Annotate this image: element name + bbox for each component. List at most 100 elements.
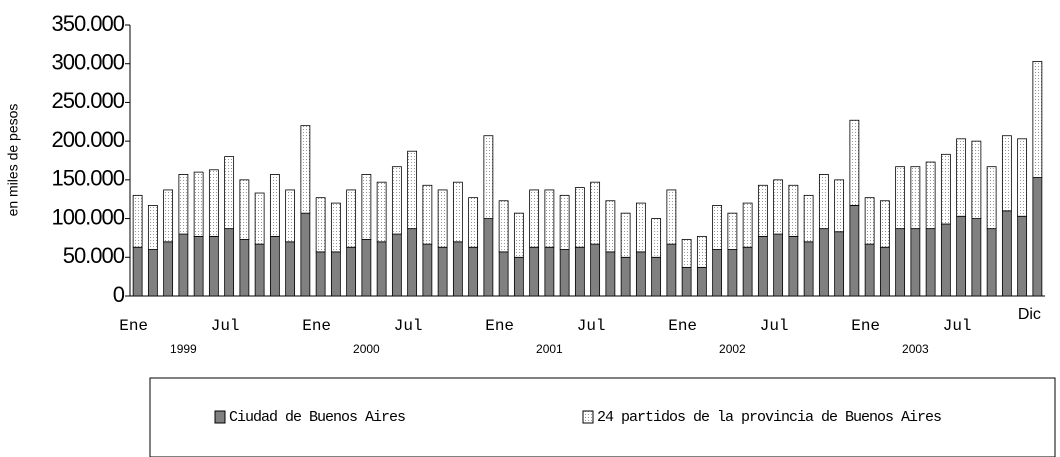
bar-segment	[910, 228, 921, 297]
bar-segment	[163, 189, 174, 243]
bar-segment	[788, 184, 799, 237]
bar-segment	[300, 212, 311, 297]
x-tick-label: Jul	[211, 317, 240, 335]
bar-segment	[574, 187, 585, 248]
bar-segment	[834, 231, 845, 297]
bar-segment	[712, 205, 723, 250]
bar-segment	[940, 153, 951, 225]
bar-segment	[879, 200, 890, 248]
bar-segment	[1001, 210, 1012, 297]
legend-swatch	[582, 410, 594, 424]
x-tick-label: Jul	[577, 317, 606, 335]
bar-segment	[391, 233, 402, 297]
bar-segment	[193, 171, 204, 237]
bar-segment	[239, 239, 250, 297]
bar-segment	[315, 197, 326, 253]
x-tick-label: Ene	[851, 317, 880, 335]
x-tick-label: Jul	[760, 317, 789, 335]
bar-segment	[773, 233, 784, 297]
bar-segment	[422, 184, 433, 245]
y-tick-label: 200.000	[51, 127, 124, 152]
bar-segment	[879, 246, 890, 297]
bar-segment	[193, 235, 204, 297]
bar-segment	[529, 246, 540, 297]
bar-segment	[132, 194, 143, 248]
bar-segment	[330, 251, 341, 297]
bar-segment	[681, 239, 692, 268]
bar-segment	[224, 228, 235, 297]
bar-segment	[1017, 215, 1028, 297]
year-label: 2001	[536, 342, 563, 356]
bar-segment	[971, 140, 982, 219]
bar-segment	[285, 241, 296, 297]
bar-segment	[132, 246, 143, 297]
x-tick-label: Ene	[302, 317, 331, 335]
x-tick-label: Ene	[119, 317, 148, 335]
bar-segment	[437, 189, 448, 248]
bar-segment	[163, 241, 174, 297]
bar-segment	[696, 235, 707, 268]
bar-segment	[666, 189, 677, 245]
bar-segment	[147, 205, 158, 250]
bar-segment	[895, 228, 906, 297]
bar-segment	[269, 235, 280, 297]
bar-segment	[895, 166, 906, 230]
bar-segment	[803, 194, 814, 243]
legend-swatch	[214, 410, 226, 424]
bar-segment	[147, 249, 158, 297]
bar-segment	[529, 189, 540, 248]
bar-segment	[712, 249, 723, 297]
y-tick-label: 250.000	[51, 88, 124, 113]
bar-segment	[1017, 138, 1028, 217]
y-tick-label: 350.000	[51, 11, 124, 36]
bar-segment	[254, 243, 265, 297]
year-label: 2002	[719, 342, 746, 356]
bar-segment	[727, 212, 738, 250]
bar-segment	[559, 194, 570, 250]
bar-segment	[346, 246, 357, 297]
y-tick-label: 150.000	[51, 166, 124, 191]
bar-segment	[483, 135, 494, 219]
bar-segment	[315, 251, 326, 297]
bar-segment	[544, 246, 555, 297]
y-tick-label: 50.000	[63, 243, 125, 268]
year-label: 2000	[353, 342, 380, 356]
bar-segment	[651, 218, 662, 258]
bar-segment	[605, 200, 616, 253]
bar-segment	[391, 166, 402, 235]
bar-segment	[788, 235, 799, 297]
x-tick-label: Ene	[485, 317, 514, 335]
y-tick-label: 300.000	[51, 50, 124, 75]
bar-segment	[300, 125, 311, 214]
bar-segment	[696, 266, 707, 297]
bar-segment	[864, 197, 875, 245]
bar-segment	[544, 189, 555, 248]
bar-segment	[361, 239, 372, 297]
bar-segment	[925, 228, 936, 297]
bar-segment	[422, 243, 433, 297]
bar-segment	[407, 150, 418, 230]
bar-segment	[452, 181, 463, 243]
y-tick-label: 100.000	[51, 204, 124, 229]
bar-segment	[269, 174, 280, 237]
y-axis-label: en miles de pesos	[5, 104, 21, 217]
legend-label: Ciudad de Buenos Aires	[229, 409, 405, 426]
bar-segment	[208, 169, 219, 237]
bar-segment	[498, 251, 509, 297]
bar-segment	[956, 215, 967, 297]
bar-segment	[224, 156, 235, 230]
legend-label: 24 partidos de la provincia de Buenos Ai…	[597, 409, 941, 426]
bar-segment	[376, 181, 387, 243]
bar-segment	[956, 138, 967, 217]
bar-segment	[513, 212, 524, 258]
bar-segment	[910, 166, 921, 230]
bar-segment	[437, 246, 448, 297]
bar-segment	[239, 179, 250, 240]
bar-segment	[971, 218, 982, 297]
bar-segment	[864, 243, 875, 297]
bar-segment	[940, 223, 951, 297]
bar-segment	[834, 179, 845, 233]
bar-segment	[803, 241, 814, 297]
bar-segment	[574, 246, 585, 297]
